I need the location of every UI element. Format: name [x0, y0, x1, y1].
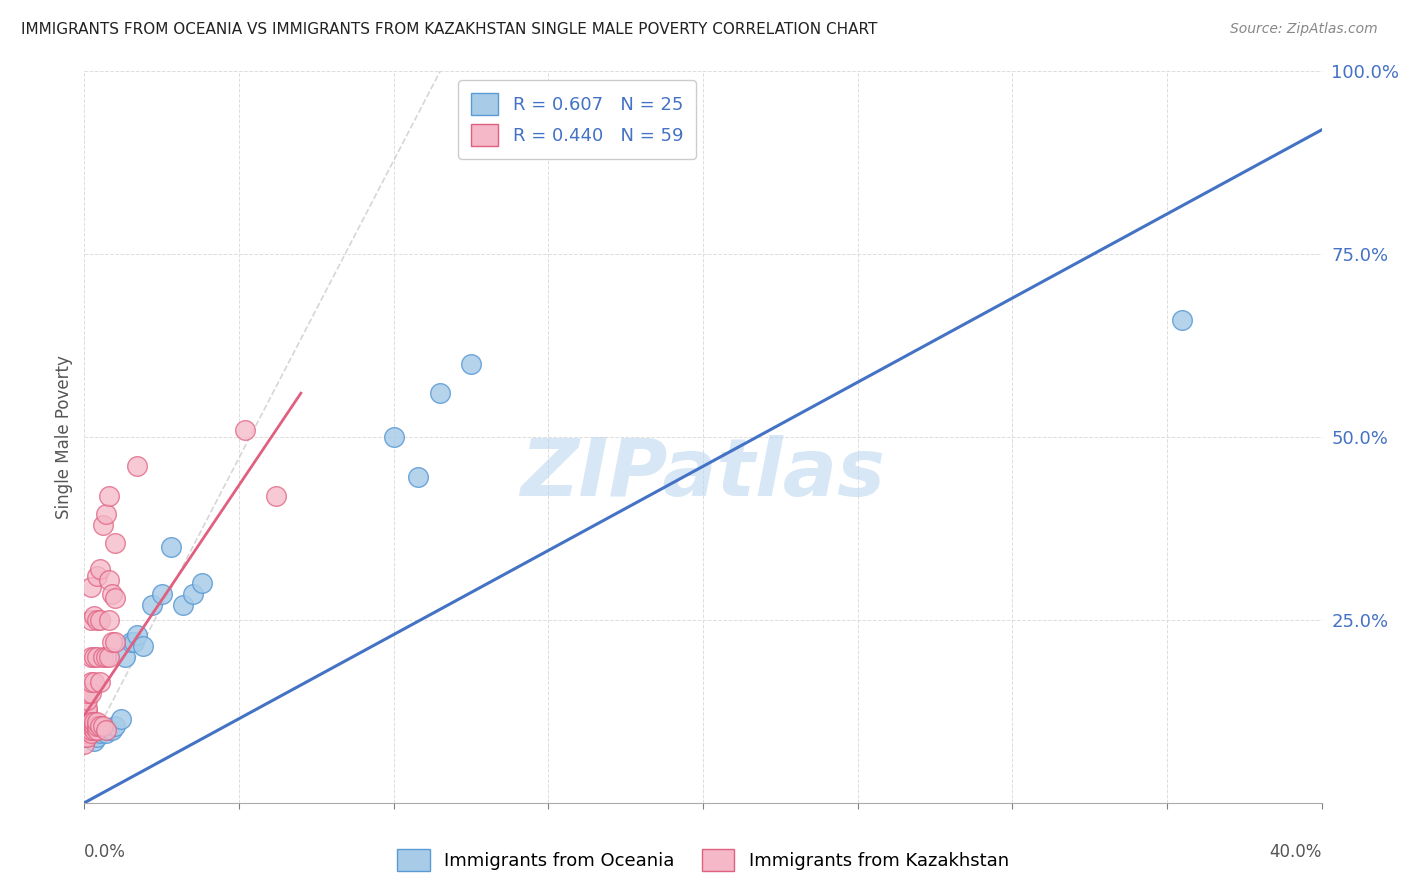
Point — [73, 723, 96, 737]
Point — [191, 576, 214, 591]
Point — [73, 719, 96, 733]
Point — [264, 489, 287, 503]
Point — [86, 719, 108, 733]
Point — [101, 587, 124, 601]
Point — [94, 649, 117, 664]
Point — [83, 715, 105, 730]
Point — [91, 723, 114, 737]
Point — [89, 675, 111, 690]
Point — [73, 726, 96, 740]
Point — [86, 569, 108, 583]
Point — [98, 723, 121, 737]
Point — [98, 489, 121, 503]
Point — [76, 719, 98, 733]
Point — [76, 715, 98, 730]
Point — [79, 675, 101, 690]
Point — [73, 737, 96, 751]
Point — [76, 705, 98, 719]
Point — [114, 649, 136, 664]
Point — [76, 708, 98, 723]
Point — [76, 730, 98, 744]
Point — [101, 723, 124, 737]
Legend: Immigrants from Oceania, Immigrants from Kazakhstan: Immigrants from Oceania, Immigrants from… — [389, 842, 1017, 879]
Point — [104, 536, 127, 550]
Point — [76, 712, 98, 726]
Point — [76, 693, 98, 707]
Point — [73, 730, 96, 744]
Point — [91, 649, 114, 664]
Point — [83, 733, 105, 747]
Point — [104, 591, 127, 605]
Point — [122, 635, 145, 649]
Point — [83, 649, 105, 664]
Point — [79, 726, 101, 740]
Point — [101, 635, 124, 649]
Point — [98, 613, 121, 627]
Text: Source: ZipAtlas.com: Source: ZipAtlas.com — [1230, 22, 1378, 37]
Point — [233, 423, 256, 437]
Point — [172, 599, 194, 613]
Point — [86, 730, 108, 744]
Text: 0.0%: 0.0% — [84, 843, 127, 861]
Point — [110, 712, 132, 726]
Point — [104, 719, 127, 733]
Point — [1171, 313, 1194, 327]
Point — [141, 599, 163, 613]
Point — [429, 386, 451, 401]
Point — [86, 613, 108, 627]
Point — [79, 686, 101, 700]
Point — [125, 459, 148, 474]
Point — [89, 613, 111, 627]
Legend: R = 0.607   N = 25, R = 0.440   N = 59: R = 0.607 N = 25, R = 0.440 N = 59 — [458, 80, 696, 159]
Point — [83, 719, 105, 733]
Point — [91, 517, 114, 532]
Text: IMMIGRANTS FROM OCEANIA VS IMMIGRANTS FROM KAZAKHSTAN SINGLE MALE POVERTY CORREL: IMMIGRANTS FROM OCEANIA VS IMMIGRANTS FR… — [21, 22, 877, 37]
Point — [91, 719, 114, 733]
Text: ZIPatlas: ZIPatlas — [520, 434, 886, 513]
Point — [76, 700, 98, 714]
Point — [181, 587, 204, 601]
Point — [408, 470, 430, 484]
Point — [132, 639, 155, 653]
Point — [94, 726, 117, 740]
Point — [382, 430, 405, 444]
Point — [125, 627, 148, 641]
Point — [76, 723, 98, 737]
Point — [94, 507, 117, 521]
Point — [79, 649, 101, 664]
Point — [79, 723, 101, 737]
Point — [89, 726, 111, 740]
Point — [98, 573, 121, 587]
Point — [83, 723, 105, 737]
Point — [460, 357, 482, 371]
Y-axis label: Single Male Poverty: Single Male Poverty — [55, 355, 73, 519]
Point — [79, 715, 101, 730]
Point — [83, 609, 105, 624]
Point — [79, 580, 101, 594]
Point — [150, 587, 173, 601]
Text: 40.0%: 40.0% — [1270, 843, 1322, 861]
Point — [86, 715, 108, 730]
Point — [83, 675, 105, 690]
Point — [98, 649, 121, 664]
Point — [89, 719, 111, 733]
Point — [86, 723, 108, 737]
Point — [160, 540, 183, 554]
Point — [76, 686, 98, 700]
Point — [86, 649, 108, 664]
Point — [104, 635, 127, 649]
Point — [79, 719, 101, 733]
Point — [89, 562, 111, 576]
Point — [79, 613, 101, 627]
Point — [120, 635, 142, 649]
Point — [73, 715, 96, 730]
Point — [94, 723, 117, 737]
